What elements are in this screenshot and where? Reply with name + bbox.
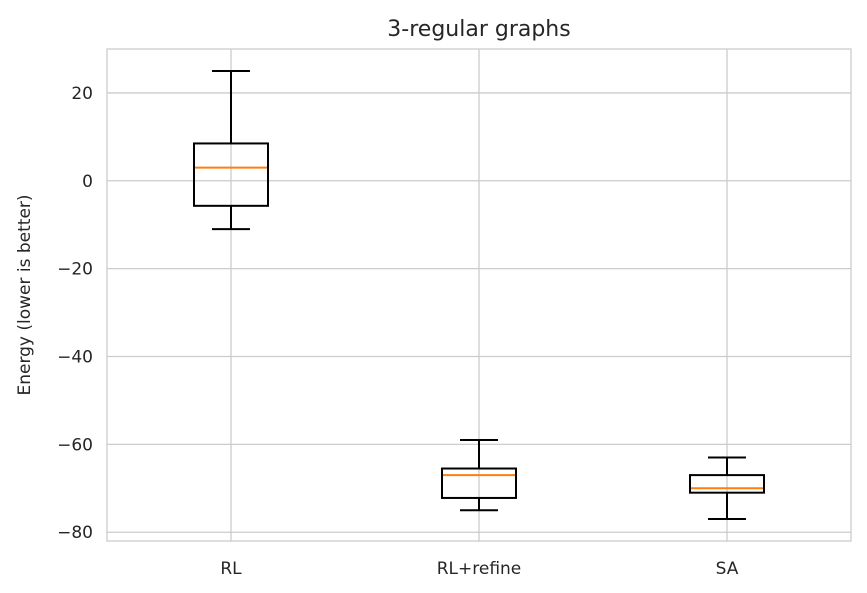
y-tick-label: −60 — [57, 435, 93, 455]
box-layer — [193, 69, 765, 521]
box-sa — [689, 456, 765, 521]
y-tick-label: −80 — [57, 523, 93, 543]
y-tick-label: −40 — [57, 348, 93, 368]
plot-frame — [106, 48, 852, 542]
box-rl-refine — [441, 438, 517, 512]
iqr-box — [193, 142, 269, 207]
iqr-box — [441, 467, 517, 499]
y-tick-label: 20 — [71, 84, 93, 104]
y-tick-label: 0 — [82, 172, 93, 192]
box-rl — [193, 69, 269, 231]
chart-title: 3-regular graphs — [387, 17, 570, 42]
x-tick-label: SA — [716, 559, 739, 579]
iqr-box — [689, 474, 765, 494]
x-tick-label: RL — [220, 559, 242, 579]
y-axis-label: Energy (lower is better) — [15, 194, 35, 395]
x-tick-label: RL+refine — [437, 559, 522, 579]
y-tick-label: −20 — [57, 260, 93, 280]
tick-layer: 20 0 −20 −40 −60 −80 RL RL+refine SA — [57, 84, 739, 579]
